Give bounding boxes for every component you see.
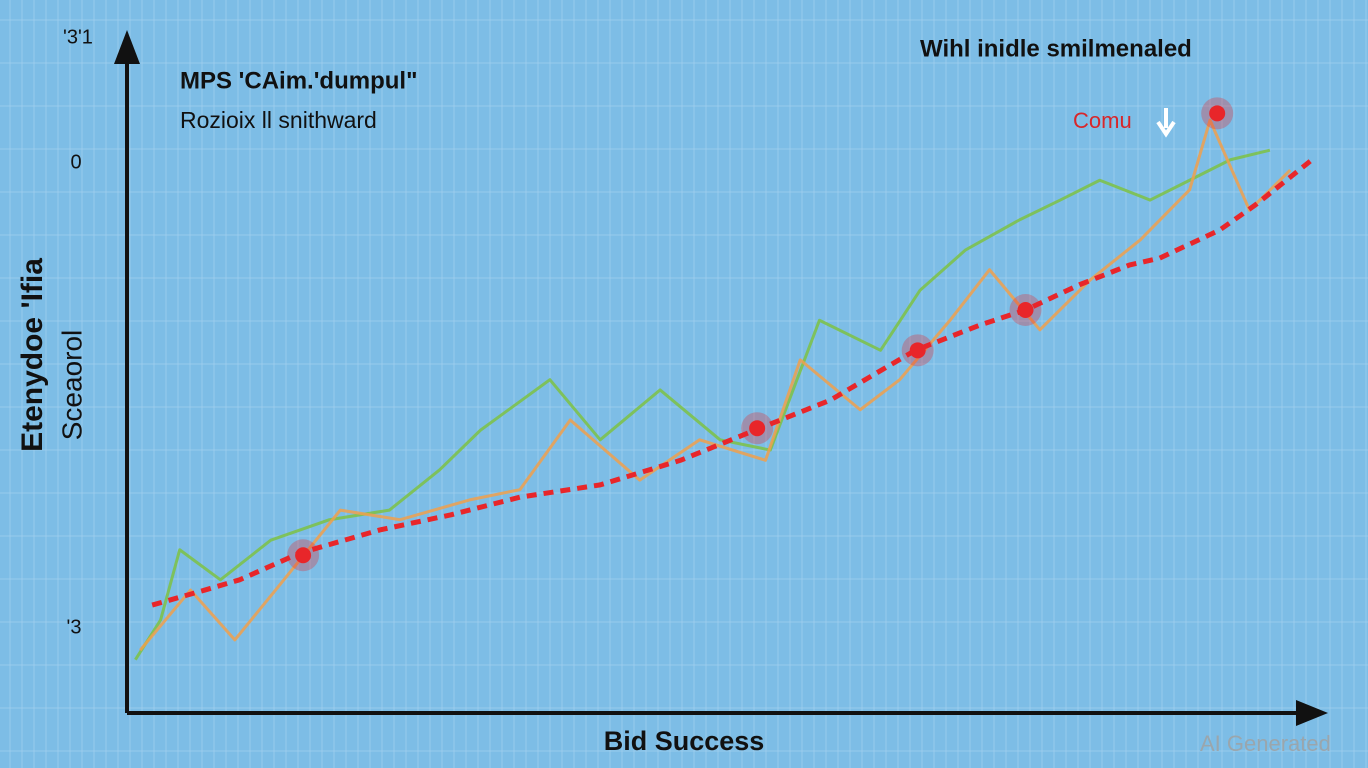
annotation-arrow: [1156, 108, 1176, 138]
point: [1017, 302, 1034, 319]
point: [295, 547, 312, 564]
watermark: AI Generated: [1200, 731, 1331, 756]
series-line: [139, 118, 1292, 652]
plot: [134, 97, 1317, 661]
point: [1209, 105, 1226, 122]
x-axis-arrow: [1296, 700, 1328, 726]
y-axis-arrow: [114, 30, 140, 64]
point: [909, 342, 926, 359]
y-axis-mark: '3'1: [63, 26, 93, 48]
annotation: Comu: [1073, 108, 1132, 133]
series-line: [134, 148, 1271, 661]
y-axis-mark: '3: [67, 616, 82, 638]
chart-subtitle: Rozioix ll snithward: [180, 107, 377, 133]
chart-title: MPS 'CAim.'dumpul": [180, 67, 417, 94]
series-line: [151, 155, 1317, 608]
x-axis-label: Bid Success: [604, 726, 765, 756]
y-axis-label: Etenydoe 'Ifia: [16, 258, 49, 452]
corner-text: Wihl inidle smilmenaled: [920, 35, 1192, 62]
y-axis-label-2: Sceaorol: [56, 330, 87, 441]
y-axis-mark: 0: [70, 151, 81, 173]
point: [749, 420, 766, 437]
